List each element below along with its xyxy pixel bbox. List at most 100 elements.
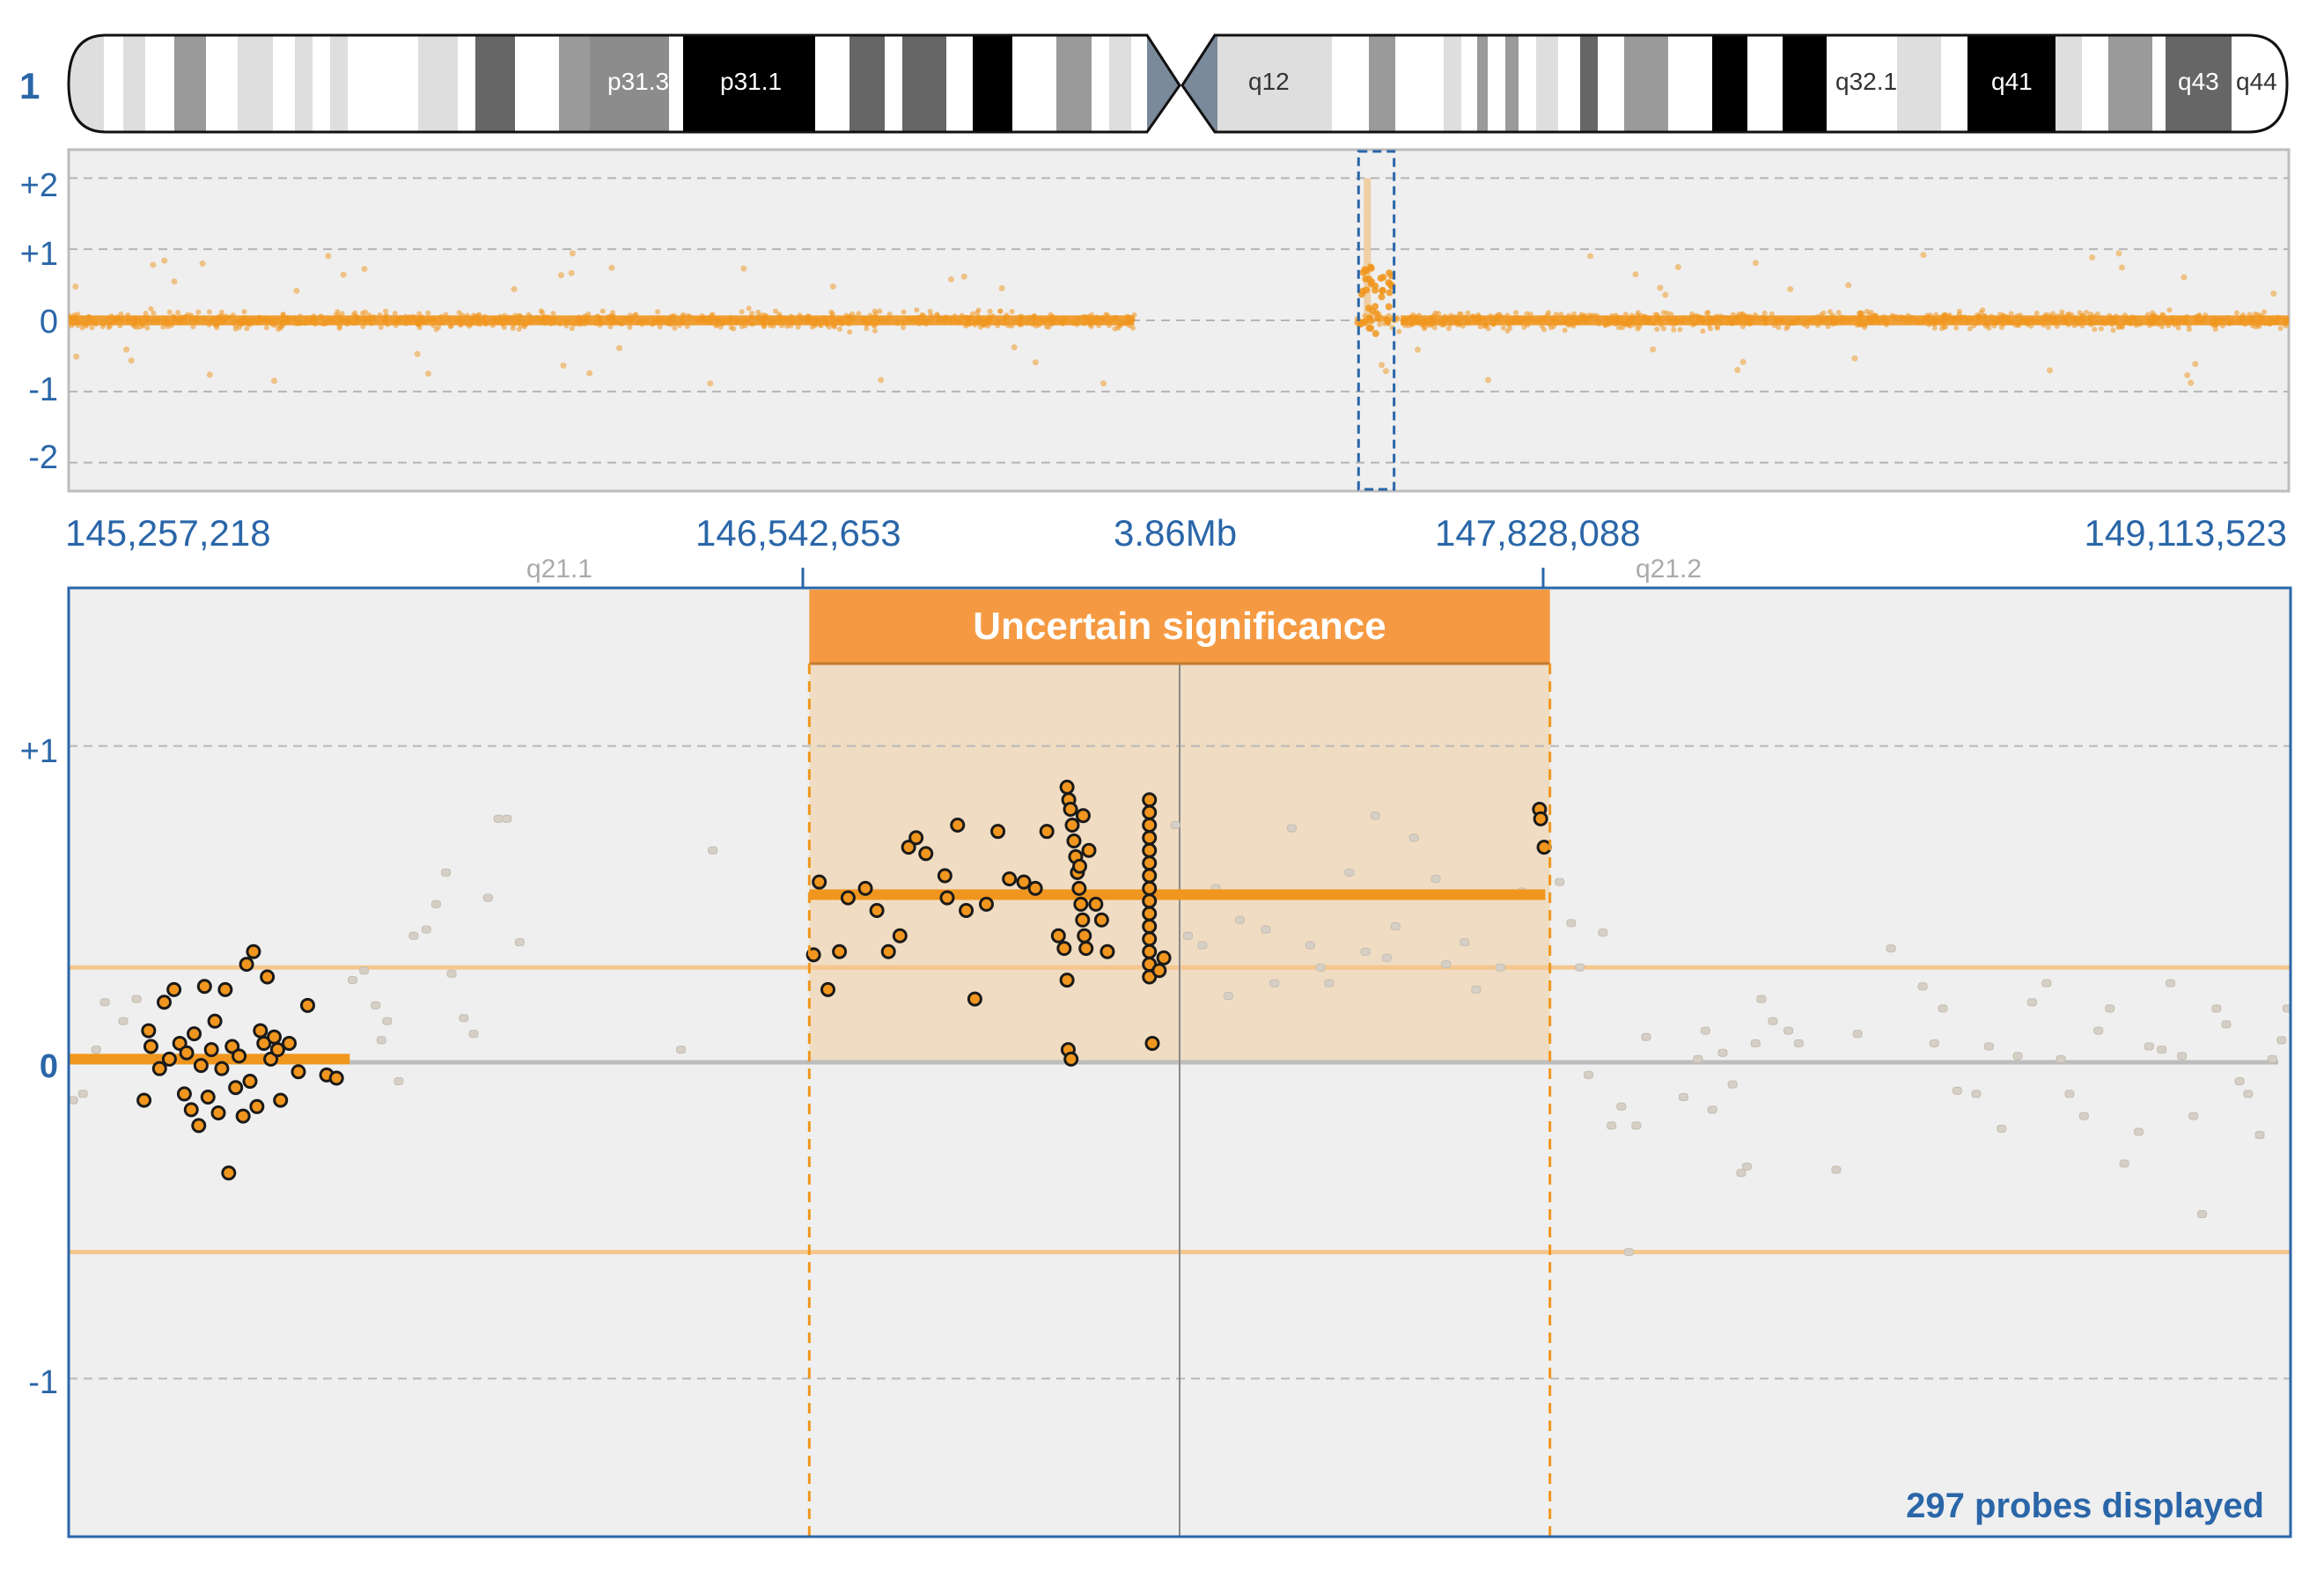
background-probe xyxy=(408,931,419,940)
background-probe xyxy=(2243,1090,2254,1098)
q-arm xyxy=(1182,35,2287,132)
overview-probe xyxy=(1931,325,1938,331)
segment-probe xyxy=(869,903,885,919)
detail-probes xyxy=(69,779,2291,1257)
overview-probe xyxy=(1372,330,1379,338)
background-probe xyxy=(1852,1030,1863,1039)
position-ruler: 145,257,218 146,542,653 3.86Mb 147,828,0… xyxy=(65,512,2287,554)
overview-probe xyxy=(2270,290,2277,297)
background-probe xyxy=(421,925,431,934)
band-labels: p31.3 p31.1 q12 q32.1 q41 q43 q44 xyxy=(607,68,2277,95)
overview-y-ticks: +2 +1 0 -1 -2 xyxy=(20,167,58,476)
background-probe xyxy=(2282,1004,2291,1013)
overview-probe xyxy=(1739,358,1747,365)
segment-probe xyxy=(1066,833,1082,848)
overview-probe xyxy=(974,310,981,316)
segment-probe xyxy=(1027,880,1043,896)
overview-probe xyxy=(1382,368,1389,375)
y-tick: 0 xyxy=(40,1048,58,1085)
overview-probe xyxy=(901,309,907,315)
overview-probe xyxy=(1938,326,1945,332)
overview-probe xyxy=(143,311,149,317)
overview-probe xyxy=(1761,310,1768,316)
segment-probe xyxy=(1536,840,1552,855)
region-header[interactable] xyxy=(809,590,1550,664)
segment-probe xyxy=(1142,792,1158,808)
segment-probe xyxy=(210,1105,226,1120)
segment-probe xyxy=(918,846,934,862)
overview-probe xyxy=(2119,264,2126,271)
segment-probe xyxy=(1075,912,1091,928)
background-probe xyxy=(1616,1102,1627,1111)
overview-probe xyxy=(2166,307,2173,313)
background-probe xyxy=(1607,1121,1617,1130)
background-probe xyxy=(1269,979,1280,987)
segment-probe xyxy=(143,1039,158,1054)
overview-probe xyxy=(739,309,745,315)
y-tick: -2 xyxy=(28,439,58,476)
background-probe xyxy=(1768,1017,1778,1025)
overview-probe xyxy=(206,309,212,315)
overview-probe xyxy=(1707,326,1713,332)
overview-probe xyxy=(2045,324,2051,330)
overview-probe xyxy=(2261,309,2268,315)
background-probe xyxy=(1471,985,1482,994)
segment-probe xyxy=(256,1035,272,1051)
background-probe xyxy=(1886,944,1896,953)
segment-probe xyxy=(1144,1035,1160,1051)
overview-probe xyxy=(79,325,85,331)
overview-probe xyxy=(2089,254,2096,261)
segment-probe xyxy=(136,1092,152,1108)
background-probe xyxy=(1678,1093,1688,1102)
zoom-window[interactable] xyxy=(1357,150,1396,491)
overview-probe xyxy=(1998,324,2004,330)
overview-probe xyxy=(586,370,593,377)
segment-probe xyxy=(901,840,916,855)
background-probe xyxy=(1623,1248,1634,1257)
overview-probe xyxy=(947,275,954,283)
overview-probe xyxy=(244,326,250,332)
overview-probe xyxy=(1357,319,1365,327)
background-probe xyxy=(1750,1039,1761,1047)
segment-probe xyxy=(214,1061,230,1076)
band-label: q21.1 xyxy=(526,554,592,584)
background-probe xyxy=(91,1046,101,1054)
overview-probe xyxy=(1379,362,1386,369)
overview-probe xyxy=(277,324,283,330)
segment-probe xyxy=(1142,868,1158,884)
overview-probe xyxy=(175,310,181,316)
overview-probe xyxy=(416,311,423,317)
overview-probe xyxy=(1635,326,1641,332)
overview-probe xyxy=(1043,324,1049,330)
overview-probe xyxy=(977,324,983,330)
overview-probe xyxy=(1632,271,1639,278)
overview-gridlines xyxy=(69,177,2289,464)
overview-probe xyxy=(1367,324,1375,332)
overview-probe xyxy=(1700,328,1706,334)
overview-probe xyxy=(1513,310,1519,316)
overview-probe xyxy=(1739,324,1746,330)
overview-probe xyxy=(2084,309,2090,315)
overview-probe xyxy=(206,371,213,378)
segment-probe xyxy=(840,890,856,906)
segment-probe xyxy=(207,1013,223,1029)
segment-probe xyxy=(908,830,924,846)
overview-probe xyxy=(2115,250,2122,257)
band-label: q12 xyxy=(1248,68,1290,95)
overview-probe xyxy=(1368,278,1376,286)
overview-probe xyxy=(847,329,853,335)
background-probe xyxy=(1929,1039,1939,1047)
overview-probe xyxy=(1787,286,1794,293)
overview-probe xyxy=(728,325,734,331)
overview-probe xyxy=(436,324,442,330)
background-probe xyxy=(1566,919,1577,928)
segment-probe xyxy=(1072,858,1088,874)
overview-probe xyxy=(1500,325,1506,331)
background-probe xyxy=(376,1036,386,1045)
overview-probe xyxy=(1548,325,1555,331)
overview-probe xyxy=(425,310,431,316)
background-probe xyxy=(1575,963,1585,972)
background-probe xyxy=(2276,1036,2287,1045)
background-probe xyxy=(131,995,142,1003)
segment-probe xyxy=(176,1086,192,1102)
